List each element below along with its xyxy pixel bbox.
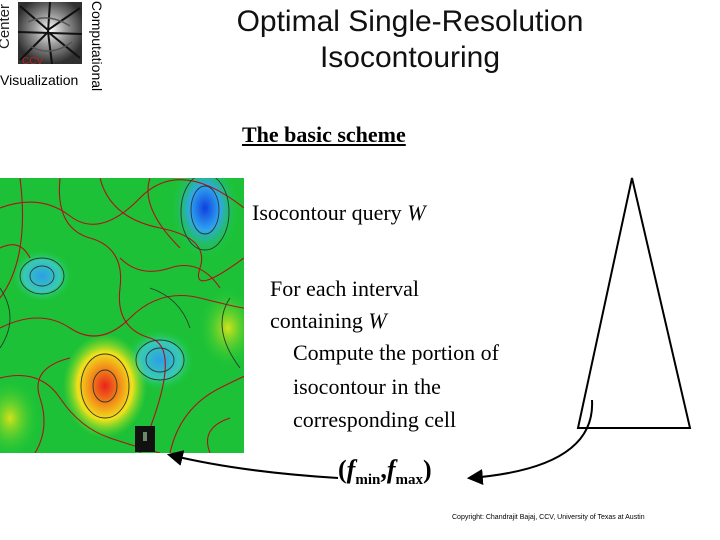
fmax-symbol: f <box>386 455 396 484</box>
logo-word-center: Center <box>0 3 14 50</box>
slide-title-line2: Isocontouring <box>319 41 501 74</box>
logo-word-computational: Computational <box>89 0 106 92</box>
arrow-to-cell <box>166 450 339 479</box>
compute-line: Compute the portion of <box>293 340 499 365</box>
cell-line: corresponding cell <box>293 407 457 432</box>
containing-line: containing W <box>270 306 387 336</box>
query-variable: W <box>407 200 426 225</box>
slide-title-line1: Optimal Single-Resolution <box>236 5 584 38</box>
containing-text: containing <box>270 308 369 333</box>
paren-open: ( <box>338 455 347 484</box>
fmin-symbol: f <box>346 455 356 484</box>
ccv-logo-icon <box>18 2 82 64</box>
isocontour-line: isocontour in the <box>293 374 441 399</box>
arrow-from-tree <box>466 399 594 485</box>
fmin-subscript: min <box>355 472 381 489</box>
interval-tree-triangle <box>576 177 692 429</box>
isocontour-field-image <box>0 178 244 453</box>
logo-word-ccv: CCV <box>22 56 44 67</box>
interval-line: For each interval <box>270 276 420 301</box>
slide-title: Optimal Single-Resolution Isocontouring <box>150 4 670 76</box>
logo-word-visualization: Visualization <box>0 72 79 88</box>
query-text: Isocontour query <box>252 200 408 225</box>
paren-close: ) <box>423 455 432 484</box>
interval-label: (fmin,fmax) <box>338 455 432 489</box>
copyright-notice: Copyright: Chandrajit Bajaj, CCV, Univer… <box>452 514 645 521</box>
containing-variable: W <box>368 308 387 333</box>
ccv-logo: Center Computational CCV Visualization <box>0 0 105 96</box>
fmax-subscript: max <box>395 472 424 489</box>
comma: , <box>380 455 387 484</box>
slide-subtitle: The basic scheme <box>242 122 406 147</box>
query-line: Isocontour query W <box>252 198 426 228</box>
